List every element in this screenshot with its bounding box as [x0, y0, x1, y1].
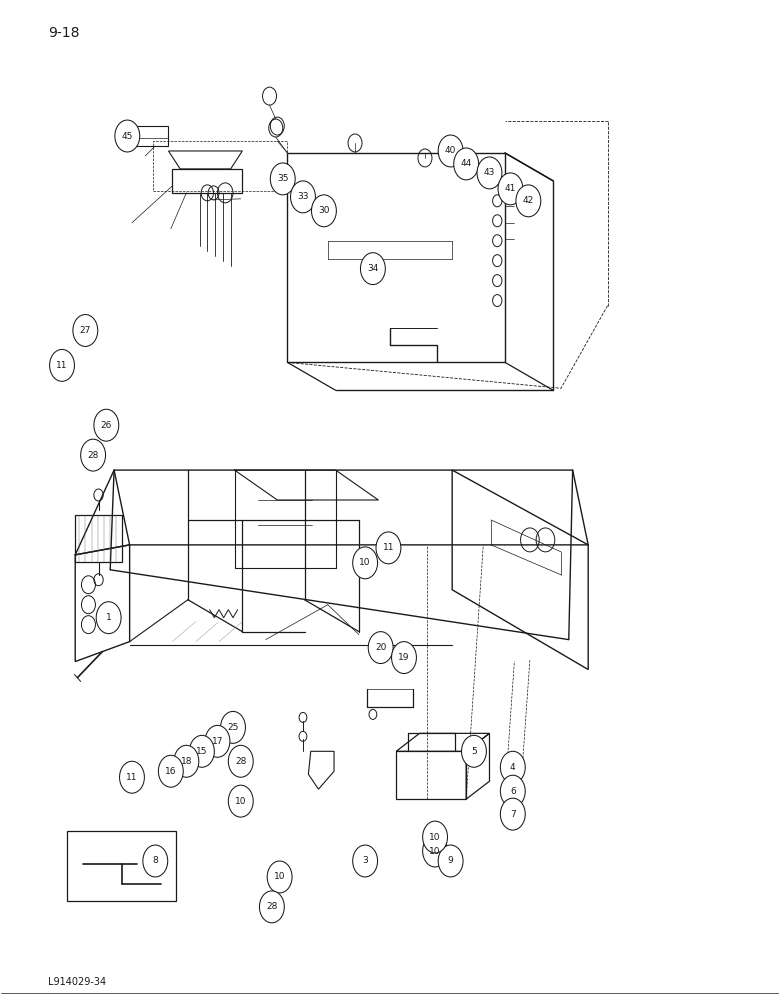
Text: 41: 41 — [505, 184, 516, 193]
Circle shape — [271, 163, 295, 195]
Circle shape — [80, 439, 105, 471]
Text: 28: 28 — [235, 757, 246, 766]
Circle shape — [94, 409, 119, 441]
Circle shape — [462, 735, 487, 767]
Text: 1: 1 — [106, 613, 112, 622]
Circle shape — [96, 602, 121, 634]
Text: 15: 15 — [196, 747, 207, 756]
Text: 3: 3 — [362, 856, 368, 865]
Text: 44: 44 — [460, 159, 472, 168]
Circle shape — [438, 135, 463, 167]
Circle shape — [268, 861, 292, 893]
Text: L914029-34: L914029-34 — [48, 977, 106, 987]
Circle shape — [392, 642, 417, 674]
Circle shape — [500, 775, 525, 807]
Text: 9-18: 9-18 — [48, 26, 80, 40]
Circle shape — [229, 745, 254, 777]
Text: 11: 11 — [383, 543, 394, 552]
Text: 8: 8 — [152, 856, 158, 865]
Text: 10: 10 — [274, 872, 285, 881]
Text: 27: 27 — [80, 326, 91, 335]
Circle shape — [423, 821, 448, 853]
Text: 20: 20 — [375, 643, 386, 652]
Text: 19: 19 — [399, 653, 410, 662]
Text: 10: 10 — [360, 558, 370, 567]
Circle shape — [360, 253, 385, 285]
Text: 11: 11 — [126, 773, 138, 782]
Circle shape — [353, 547, 378, 579]
Circle shape — [221, 711, 246, 743]
Text: 25: 25 — [227, 723, 239, 732]
Circle shape — [454, 148, 479, 180]
Circle shape — [260, 891, 284, 923]
Circle shape — [368, 632, 393, 664]
Text: 9: 9 — [448, 856, 453, 865]
Circle shape — [190, 735, 214, 767]
Circle shape — [311, 195, 336, 227]
Circle shape — [115, 120, 140, 152]
Circle shape — [158, 755, 183, 787]
Text: 17: 17 — [211, 737, 223, 746]
Circle shape — [438, 845, 463, 877]
Text: 16: 16 — [165, 767, 176, 776]
Circle shape — [498, 173, 523, 205]
Text: 6: 6 — [510, 787, 516, 796]
Circle shape — [50, 349, 74, 381]
Text: 10: 10 — [429, 847, 441, 856]
Text: 10: 10 — [235, 797, 246, 806]
Text: 26: 26 — [101, 421, 112, 430]
Text: 43: 43 — [484, 168, 495, 177]
Text: 30: 30 — [318, 206, 330, 215]
Circle shape — [73, 315, 98, 346]
Circle shape — [376, 532, 401, 564]
Text: 18: 18 — [181, 757, 192, 766]
Circle shape — [205, 725, 230, 757]
Circle shape — [119, 761, 144, 793]
Text: 45: 45 — [122, 132, 133, 141]
Circle shape — [477, 157, 502, 189]
Text: 5: 5 — [471, 747, 477, 756]
Text: 4: 4 — [510, 763, 516, 772]
Text: 42: 42 — [523, 196, 534, 205]
Circle shape — [516, 185, 541, 217]
Circle shape — [353, 845, 378, 877]
Text: 40: 40 — [445, 146, 456, 155]
Text: 7: 7 — [510, 810, 516, 819]
Text: 28: 28 — [87, 451, 99, 460]
Text: 35: 35 — [277, 174, 289, 183]
Circle shape — [500, 798, 525, 830]
Circle shape — [143, 845, 168, 877]
Circle shape — [500, 751, 525, 783]
Circle shape — [290, 181, 315, 213]
Text: 10: 10 — [429, 833, 441, 842]
Text: 28: 28 — [266, 902, 278, 911]
Text: 11: 11 — [56, 361, 68, 370]
Circle shape — [423, 835, 448, 867]
Text: 33: 33 — [297, 192, 309, 201]
Circle shape — [174, 745, 199, 777]
Circle shape — [229, 785, 254, 817]
Text: 34: 34 — [367, 264, 378, 273]
